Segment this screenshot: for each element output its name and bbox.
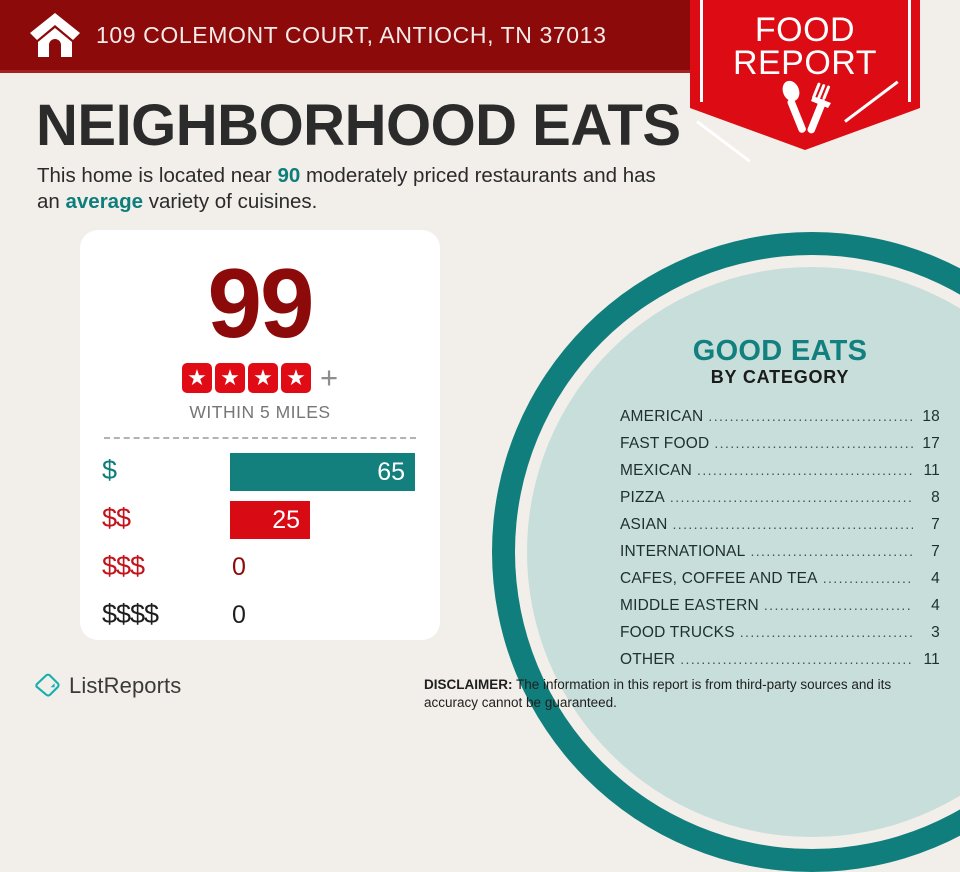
price-row: $$ 25 — [80, 497, 440, 545]
subtitle-highlight-count: 90 — [277, 164, 301, 187]
leader-dots: ........................................… — [672, 516, 913, 533]
category-value: 7 — [931, 516, 940, 534]
subtitle-part-3: variety of cuisines. — [143, 189, 318, 213]
category-value: 18 — [922, 408, 940, 426]
within-miles-label: WITHIN 5 MILES — [189, 402, 331, 422]
list-item: MIDDLE EASTERN .........................… — [620, 597, 940, 624]
category-name: PIZZA — [620, 489, 665, 507]
badge-border-right — [908, 0, 911, 102]
leader-dots: ........................................… — [750, 543, 913, 560]
leader-dots: ........................................… — [708, 408, 913, 425]
price-bar: 65 — [230, 453, 415, 491]
star-icon: ★ — [280, 362, 311, 393]
category-name: MIDDLE EASTERN — [620, 597, 759, 615]
listreports-wordmark: ListReports — [69, 673, 182, 698]
price-tier-label: $ — [102, 455, 117, 485]
leader-dots: ........................................… — [763, 597, 913, 614]
category-value: 3 — [931, 624, 940, 642]
leader-dots: ........................................… — [822, 570, 913, 587]
badge-line-2: REPORT — [732, 44, 878, 83]
disclaimer-text: The information in this report is from t… — [424, 677, 892, 711]
header-address: 109 COLEMONT COURT, ANTIOCH, TN 37013 — [96, 21, 607, 48]
page-title: NEIGHBORHOOD EATS — [36, 93, 681, 158]
star-rating: ★ ★ ★ ★ + — [80, 362, 440, 393]
price-tier-label: $$$ — [102, 551, 145, 581]
price-tier-label: $$$$ — [102, 599, 159, 629]
price-bar-chart: $ 65 $$ 25 $$$ 0 $$$$ 0 — [80, 449, 440, 641]
listreports-house-icon — [35, 673, 60, 697]
home-icon — [30, 13, 80, 57]
leader-dots: ........................................… — [714, 435, 913, 452]
category-name: OTHER — [620, 651, 676, 669]
star-icon: ★ — [247, 362, 278, 393]
list-item: FAST FOOD ..............................… — [620, 435, 940, 462]
leader-dots: ........................................… — [739, 624, 913, 641]
category-name: FOOD TRUCKS — [620, 624, 735, 642]
price-tier-label: $$ — [102, 503, 131, 533]
category-value: 4 — [931, 570, 940, 588]
price-bar-value: 65 — [377, 457, 405, 486]
category-name: MEXICAN — [620, 462, 693, 480]
score-value: 99 — [207, 248, 314, 358]
leader-dots: ........................................… — [680, 651, 913, 668]
category-name: AMERICAN — [620, 408, 704, 426]
badge-line-1: FOOD — [754, 11, 856, 49]
subtitle-part-2: moderately priced restaurants and has an — [37, 164, 656, 213]
price-bar-value: 0 — [232, 601, 246, 629]
list-item: PIZZA ..................................… — [620, 489, 940, 516]
category-name: INTERNATIONAL — [620, 543, 746, 561]
list-item: CAFES, COFFEE AND TEA ..................… — [620, 570, 940, 597]
listreports-logo[interactable]: ListReports — [33, 672, 181, 700]
badge-border-left — [700, 0, 703, 102]
header-underline — [0, 70, 920, 73]
star-icon: ★ — [214, 362, 245, 393]
list-item: AMERICAN ...............................… — [620, 408, 940, 435]
price-bar-value: 25 — [272, 505, 300, 534]
subtitle-part-1: This home is located near — [37, 164, 278, 187]
category-value: 11 — [923, 651, 940, 669]
star-icon: ★ — [181, 362, 212, 393]
score-card: 99 ★ ★ ★ ★ + WITHIN 5 MILES $ 65 $$ 25 $… — [80, 230, 440, 640]
leader-dots: ........................................… — [697, 462, 913, 479]
card-divider — [104, 437, 416, 439]
list-item: ASIAN ..................................… — [620, 516, 940, 543]
good-eats-subtitle: BY CATEGORY — [710, 367, 850, 388]
star-plus-icon: + — [319, 360, 339, 395]
category-name: CAFES, COFFEE AND TEA — [620, 570, 818, 588]
category-value: 17 — [922, 435, 940, 453]
subtitle-highlight-variety: average — [65, 189, 144, 213]
badge-text: FOOD REPORT — [690, 11, 920, 83]
list-item: INTERNATIONAL ..........................… — [620, 543, 940, 570]
good-eats-title: GOOD EATS — [692, 335, 868, 367]
good-eats-panel: GOOD EATS BY CATEGORY AMERICAN .........… — [620, 336, 940, 678]
category-value: 4 — [931, 597, 940, 615]
list-item: FOOD TRUCKS ............................… — [620, 624, 940, 651]
category-value: 7 — [931, 543, 940, 561]
category-name: FAST FOOD — [620, 435, 710, 453]
price-bar-value: 0 — [232, 553, 246, 581]
list-item: OTHER ..................................… — [620, 651, 940, 678]
price-row: $ 65 — [80, 449, 440, 497]
list-item: MEXICAN ................................… — [620, 462, 940, 489]
category-list: AMERICAN ...............................… — [620, 408, 940, 678]
category-name: ASIAN — [620, 516, 668, 534]
spoon-fork-icon — [782, 80, 831, 134]
category-value: 11 — [923, 462, 940, 480]
disclaimer: DISCLAIMER: The information in this repo… — [424, 676, 944, 712]
price-bar: 25 — [230, 501, 310, 539]
category-value: 8 — [931, 489, 940, 507]
page-subtitle: This home is located near 90 moderately … — [37, 163, 677, 214]
disclaimer-label: DISCLAIMER: — [424, 677, 513, 692]
price-row: $$$$ 0 — [80, 593, 440, 641]
leader-dots: ........................................… — [669, 489, 913, 506]
price-row: $$$ 0 — [80, 545, 440, 593]
